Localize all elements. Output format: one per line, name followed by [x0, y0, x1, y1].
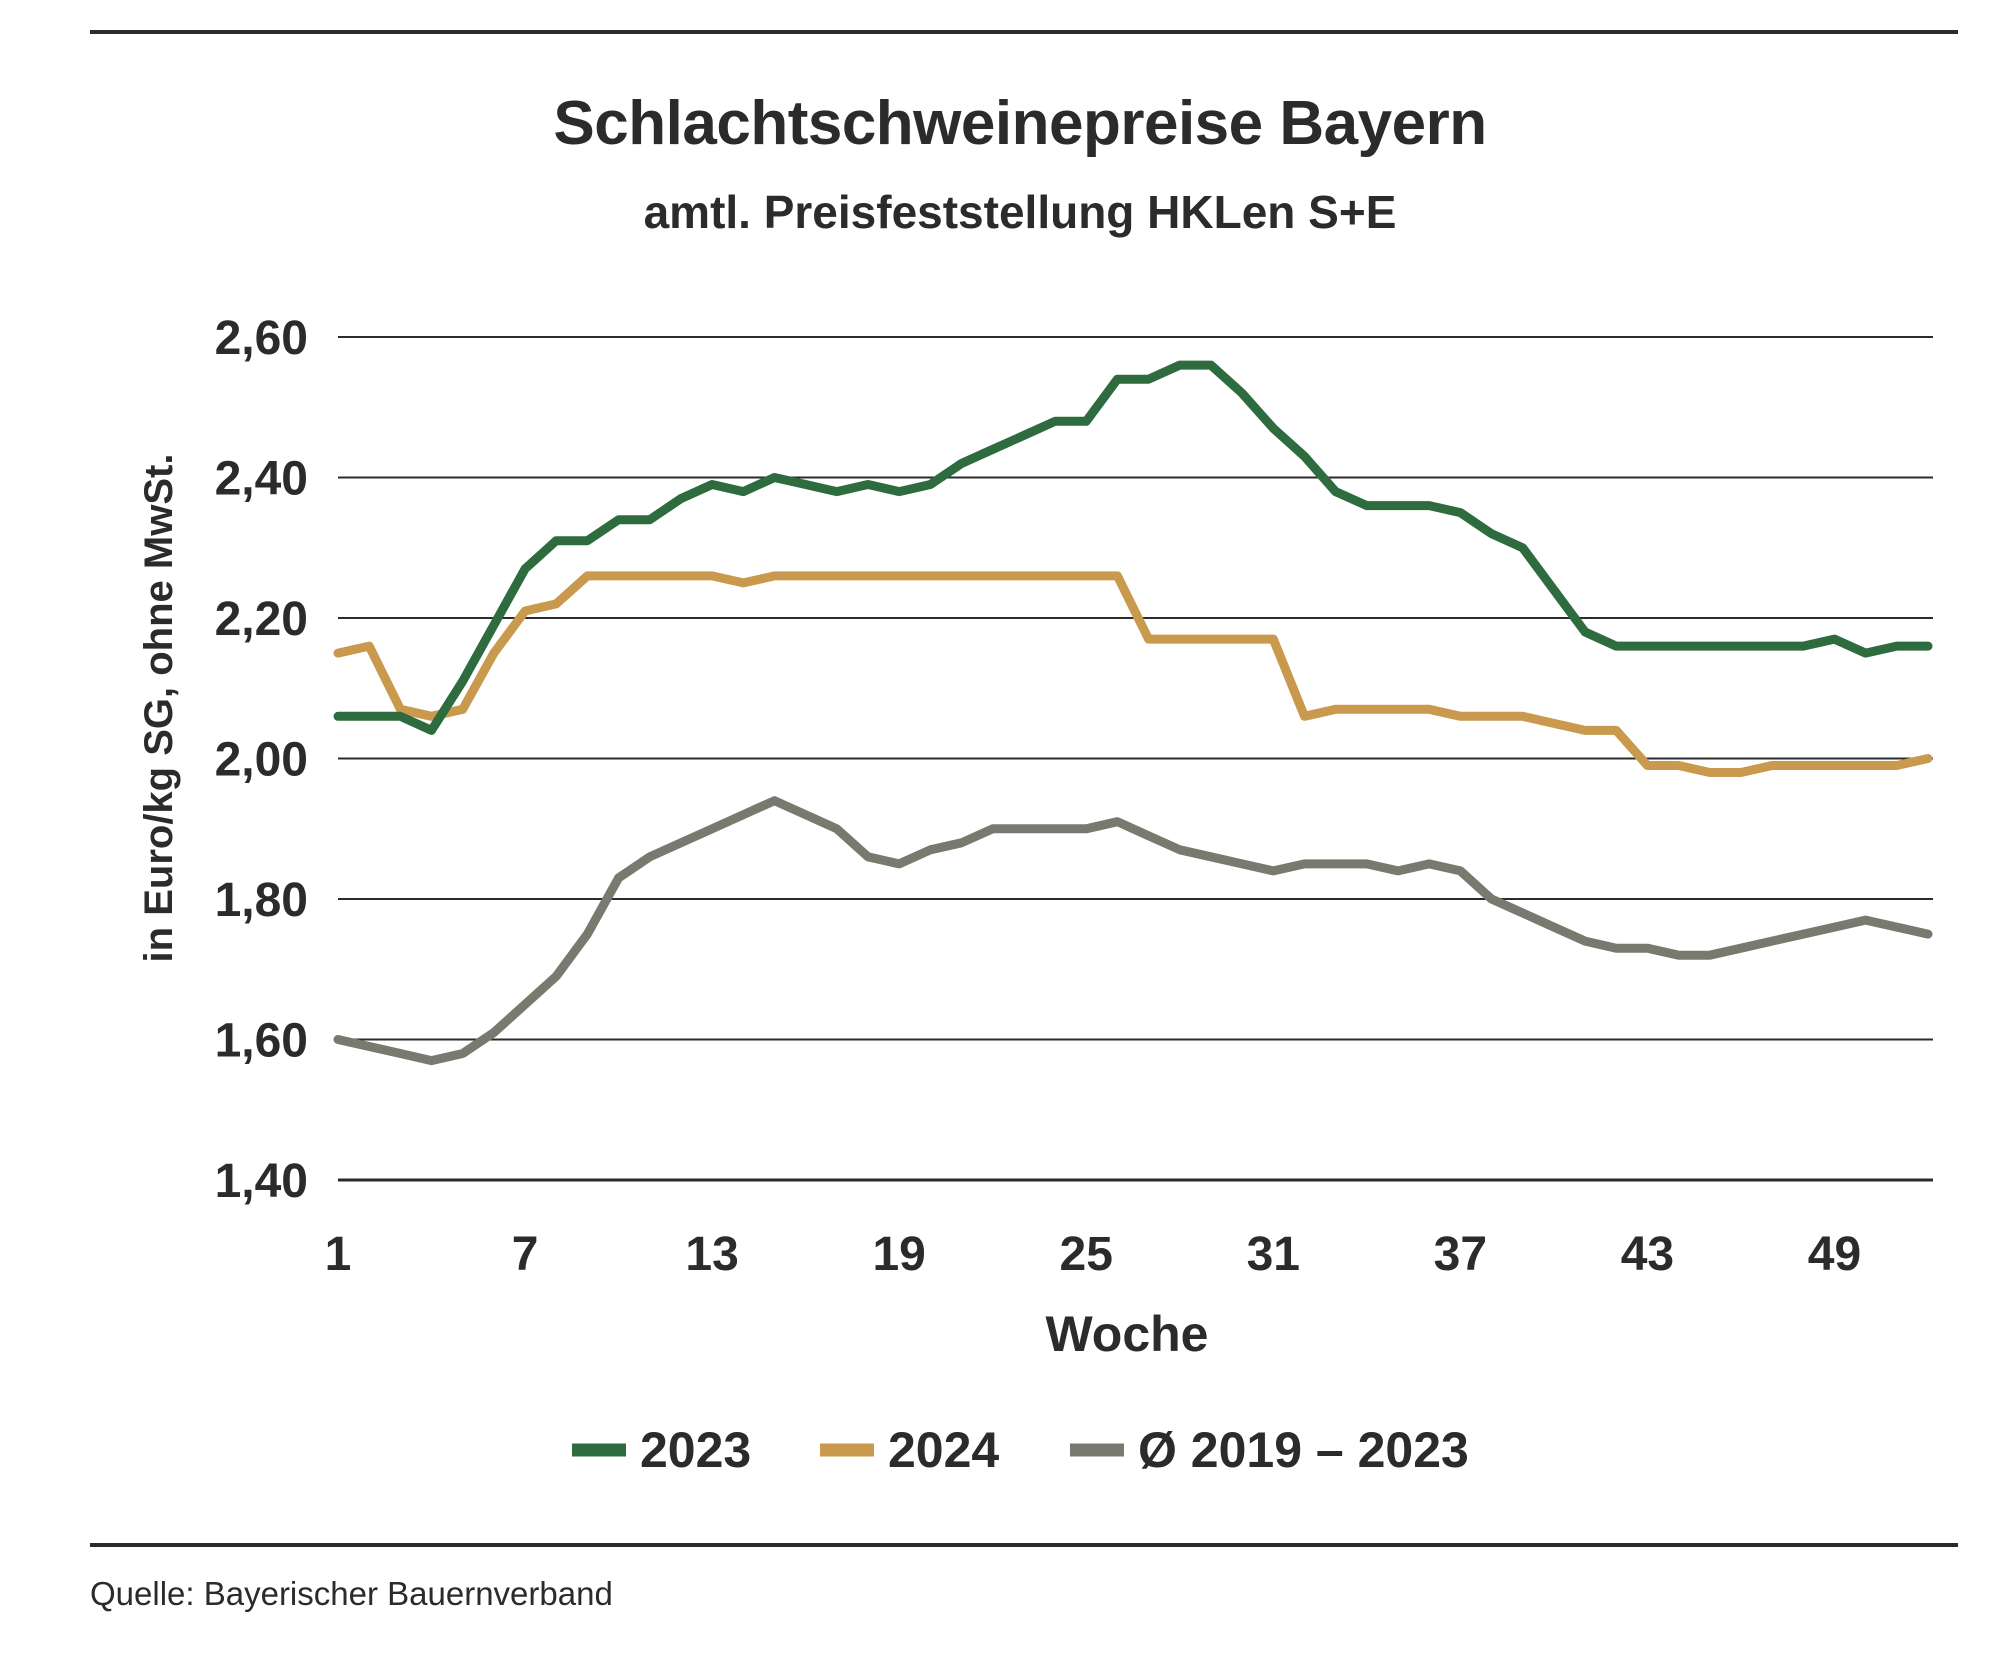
gridlines — [338, 336, 1933, 1182]
x-tick-label: 19 — [872, 1228, 925, 1281]
x-tick-label: 37 — [1434, 1228, 1487, 1281]
y-tick-labels: 1,40 1,60 1,80 2,00 2,20 2,40 2,60 — [215, 312, 308, 1208]
y-tick-label: 2,00 — [215, 734, 308, 787]
chart-subtitle: amtl. Preisfeststellung HKLen S+E — [643, 186, 1397, 238]
y-tick-label: 2,20 — [215, 593, 308, 646]
legend-label: 2023 — [640, 1422, 751, 1478]
y-axis-title: in Euro/kg SG, ohne MwSt. — [137, 454, 181, 963]
legend: 2023 2024 Ø 2019 – 2023 — [572, 1422, 1469, 1478]
x-tick-label: 49 — [1808, 1228, 1861, 1281]
x-tick-label: 7 — [512, 1228, 539, 1281]
bottom-rule — [90, 1543, 1958, 1547]
x-tick-labels: 1 7 13 19 25 31 37 43 49 — [325, 1228, 1862, 1281]
y-tick-label: 1,40 — [215, 1155, 308, 1208]
x-axis-title: Woche — [1046, 1306, 1209, 1362]
legend-label: Ø 2019 – 2023 — [1138, 1422, 1469, 1478]
y-tick-label: 2,40 — [215, 453, 308, 506]
top-rule — [90, 30, 1958, 34]
y-tick-label: 1,60 — [215, 1015, 308, 1068]
x-tick-label: 43 — [1621, 1228, 1674, 1281]
series-lines — [333, 360, 1933, 1066]
y-tick-label: 1,80 — [215, 874, 308, 927]
x-tick-label: 31 — [1247, 1228, 1300, 1281]
x-tick-label: 1 — [325, 1228, 352, 1281]
series-line-2023 — [333, 360, 1933, 735]
source-note: Quelle: Bayerischer Bauernverband — [90, 1575, 613, 1612]
series-line-2019-2023 — [333, 796, 1933, 1066]
series-line-2024 — [333, 571, 1933, 777]
x-tick-label: 13 — [685, 1228, 738, 1281]
x-tick-label: 25 — [1060, 1228, 1113, 1281]
legend-label: 2024 — [888, 1422, 999, 1478]
chart-title: Schlachtschweinepreise Bayern — [553, 89, 1487, 158]
y-tick-label: 2,60 — [215, 312, 308, 365]
